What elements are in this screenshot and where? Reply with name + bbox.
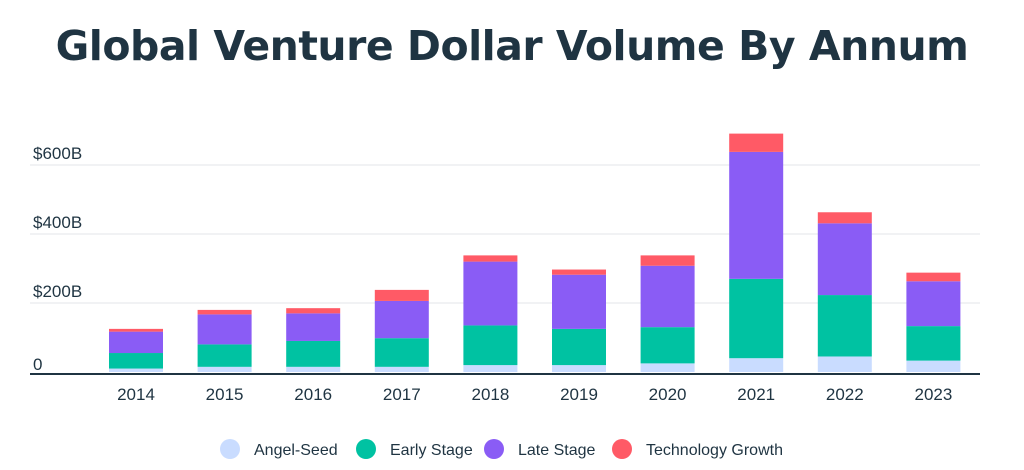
bar-2017-technology-growth	[374, 289, 429, 301]
bar-2019-angel-seed	[552, 365, 606, 372]
bar-2014-early-stage	[109, 353, 163, 369]
bar-2022-technology-growth	[817, 212, 872, 224]
bar-2018-early-stage	[463, 325, 518, 366]
y-tick-label: $200B	[33, 282, 82, 301]
bar-2014-technology-growth	[109, 328, 163, 332]
legend-label: Technology Growth	[646, 442, 783, 459]
y-tick-label: $400B	[33, 213, 82, 232]
x-tick-label: 2022	[826, 385, 864, 404]
bar-2021-early-stage	[729, 278, 784, 359]
legend-swatch-technology-growth	[612, 439, 632, 459]
bar-2018-late-stage	[463, 261, 518, 326]
bar-2016-early-stage	[286, 340, 341, 367]
y-tick-label: $600B	[33, 144, 82, 163]
bar-2018-angel-seed	[463, 365, 518, 372]
bar-2020-technology-growth	[640, 255, 695, 266]
bar-2023-technology-growth	[906, 272, 961, 282]
bar-2016-technology-growth	[286, 308, 341, 314]
legend-label: Early Stage	[390, 442, 473, 459]
bar-2021-technology-growth	[729, 133, 784, 152]
bars	[109, 133, 961, 372]
bar-2020-angel-seed	[640, 363, 695, 372]
y-tick-label: 0	[33, 355, 42, 374]
bar-2015-early-stage	[197, 344, 252, 367]
bar-2021-angel-seed	[729, 358, 784, 372]
x-tick-label: 2018	[471, 385, 509, 404]
bar-2017-late-stage	[374, 300, 429, 339]
bar-2015-late-stage	[197, 314, 252, 345]
bar-2021-late-stage	[729, 151, 784, 279]
legend-swatch-late-stage	[484, 439, 504, 459]
chart-title: Global Venture Dollar Volume By Annum	[55, 22, 969, 70]
bar-2020-late-stage	[640, 265, 695, 328]
x-tick-label: 2019	[560, 385, 598, 404]
legend-label: Late Stage	[518, 442, 596, 459]
bar-2015-angel-seed	[197, 366, 252, 372]
x-tick-label: 2015	[206, 385, 244, 404]
x-tick-label: 2020	[649, 385, 687, 404]
bar-2019-late-stage	[552, 274, 606, 329]
legend-label: Angel-Seed	[254, 442, 338, 459]
x-tick-label: 2017	[383, 385, 421, 404]
y-axis-ticks: 0 $200B $400B $600B	[33, 144, 82, 374]
x-tick-label: 2014	[117, 385, 155, 404]
legend: Angel-Seed Early Stage Late Stage Technolog…	[220, 439, 783, 459]
x-tick-label: 2021	[737, 385, 775, 404]
bar-2023-angel-seed	[906, 360, 961, 372]
x-tick-label: 2023	[914, 385, 952, 404]
bar-2018-technology-growth	[463, 255, 518, 262]
x-axis-ticks: 2014 2015 2016 2017 2018 2019 2020 2021 2022 2023	[117, 385, 952, 404]
bar-2019-early-stage	[552, 328, 606, 366]
bar-2015-technology-growth	[197, 309, 252, 315]
legend-swatch-early-stage	[356, 439, 376, 459]
legend-swatch-angel-seed	[220, 439, 240, 459]
bar-2014-angel-seed	[109, 368, 163, 372]
bar-2016-angel-seed	[286, 366, 341, 372]
bar-2014-late-stage	[109, 331, 163, 354]
bar-2017-angel-seed	[374, 366, 429, 372]
bar-2016-late-stage	[286, 313, 341, 341]
x-tick-label: 2016	[294, 385, 332, 404]
bar-2022-angel-seed	[817, 356, 872, 372]
bar-2022-late-stage	[817, 223, 872, 296]
bar-2019-technology-growth	[552, 269, 606, 275]
bar-2022-early-stage	[817, 295, 872, 357]
bar-2023-early-stage	[906, 326, 961, 361]
bar-2023-late-stage	[906, 281, 961, 327]
bar-2020-early-stage	[640, 327, 695, 364]
bar-2017-early-stage	[374, 338, 429, 367]
